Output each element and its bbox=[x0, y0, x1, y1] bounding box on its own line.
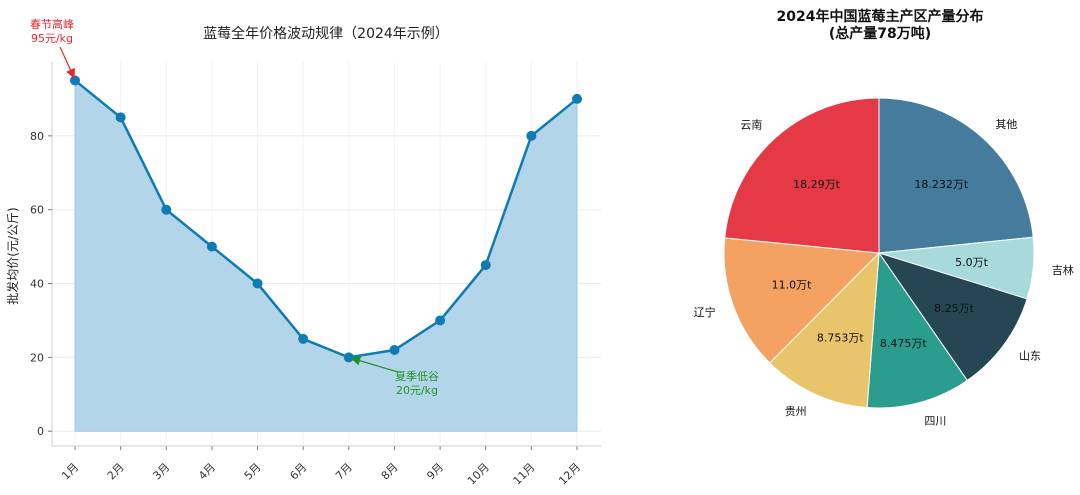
price-chart-y-axis-label: 批发均价(元/公斤) bbox=[5, 207, 20, 304]
pie-category-label: 辽宁 bbox=[694, 305, 716, 319]
y-tick-label: 0 bbox=[37, 425, 44, 438]
pie-category-label: 山东 bbox=[1019, 350, 1041, 363]
price-point-4 bbox=[206, 241, 217, 252]
price-area-chart: 蓝莓全年价格波动规律（2024年示例） 1月 2月 3月 4月 5月 6月 7月 8月 9月 10… bbox=[5, 17, 601, 487]
pie-slice-3 bbox=[877, 252, 1028, 382]
x-tick-label: 8月 bbox=[379, 461, 401, 483]
pie-chart-title: 2024年中国蓝莓主产区产量分布 bbox=[777, 8, 984, 25]
pie-slice-4 bbox=[866, 251, 968, 409]
x-tick-label: 3月 bbox=[150, 461, 172, 483]
pie-slices bbox=[723, 97, 1035, 409]
price-series-points bbox=[70, 75, 582, 363]
price-point-2 bbox=[115, 112, 126, 123]
pie-value-label: 8.753万t bbox=[817, 332, 864, 345]
price-point-3 bbox=[161, 204, 172, 215]
pie-category-label: 四川 bbox=[924, 415, 946, 428]
pie-category-label: 贵州 bbox=[785, 405, 807, 418]
price-series-line bbox=[74, 79, 578, 359]
x-tick-label: 11月 bbox=[511, 461, 538, 488]
x-tick-label: 2月 bbox=[105, 461, 127, 483]
annotation-text: 95元/kg bbox=[31, 32, 73, 45]
price-area-fill bbox=[74, 79, 578, 432]
pie-chart-subtitle: (总产量78万吨) bbox=[829, 25, 931, 42]
pie-value-label: 18.29万t bbox=[793, 178, 840, 191]
annotation-text: 春节高峰 bbox=[30, 17, 74, 31]
pie-slice-6 bbox=[723, 237, 881, 364]
annotation-arrow bbox=[350, 356, 399, 373]
price-chart-title: 蓝莓全年价格波动规律（2024年示例） bbox=[203, 25, 449, 42]
price-point-12 bbox=[572, 93, 582, 104]
price-point-7 bbox=[343, 352, 354, 363]
x-tick-label: 6月 bbox=[287, 461, 309, 483]
pie-value-label: 11.0万t bbox=[772, 279, 812, 292]
x-tick-label: 7月 bbox=[333, 461, 355, 483]
pie-category-label: 吉林 bbox=[1052, 263, 1074, 277]
y-tick-label: 20 bbox=[30, 351, 44, 364]
x-tick-label: 5月 bbox=[242, 461, 264, 483]
price-chart-x-ticks: 1月 2月 3月 4月 5月 6月 7月 8月 9月 10月 11月 12月 bbox=[59, 446, 583, 487]
pie-value-label: 8.25万t bbox=[934, 302, 974, 315]
price-point-9 bbox=[435, 315, 446, 326]
pie-category-label: 其他 bbox=[995, 118, 1017, 131]
pie-labels: 18.232万t 其他 5.0万t 吉林 8.25万t 山东 8.475万t 四川 8.753万… bbox=[694, 118, 1074, 427]
x-tick-label: 1月 bbox=[59, 461, 81, 483]
price-point-5 bbox=[252, 278, 263, 289]
price-point-11 bbox=[526, 130, 537, 141]
annotation-text: 20元/kg bbox=[396, 384, 438, 397]
price-chart-y-ticks: 0 20 40 60 80 bbox=[30, 130, 52, 438]
pie-value-label: 8.475万t bbox=[880, 337, 927, 350]
pie-slice-7 bbox=[724, 97, 880, 254]
x-tick-label: 12月 bbox=[556, 461, 583, 488]
x-tick-label: 4月 bbox=[196, 461, 218, 483]
y-tick-label: 60 bbox=[30, 204, 44, 217]
price-point-8 bbox=[389, 345, 400, 355]
annotation-arrow bbox=[59, 46, 75, 79]
price-point-10 bbox=[480, 260, 491, 271]
pie-slice-1 bbox=[878, 97, 1034, 254]
price-point-1 bbox=[70, 75, 80, 86]
x-tick-label: 10月 bbox=[465, 461, 492, 488]
price-point-6 bbox=[298, 333, 309, 344]
pie-slice-5 bbox=[769, 251, 880, 409]
pie-value-label: 5.0万t bbox=[955, 256, 988, 269]
x-tick-label: 9月 bbox=[424, 461, 446, 483]
annotation-text: 夏季低谷 bbox=[395, 370, 439, 383]
production-pie-chart: 2024年中国蓝莓主产区产量分布 (总产量78万吨) 18.232万t 其他 5.0… bbox=[694, 8, 1074, 428]
y-tick-label: 40 bbox=[30, 278, 44, 291]
y-tick-label: 80 bbox=[30, 130, 44, 143]
pie-category-label: 云南 bbox=[740, 118, 762, 131]
pie-value-label: 18.232万t bbox=[914, 178, 968, 191]
